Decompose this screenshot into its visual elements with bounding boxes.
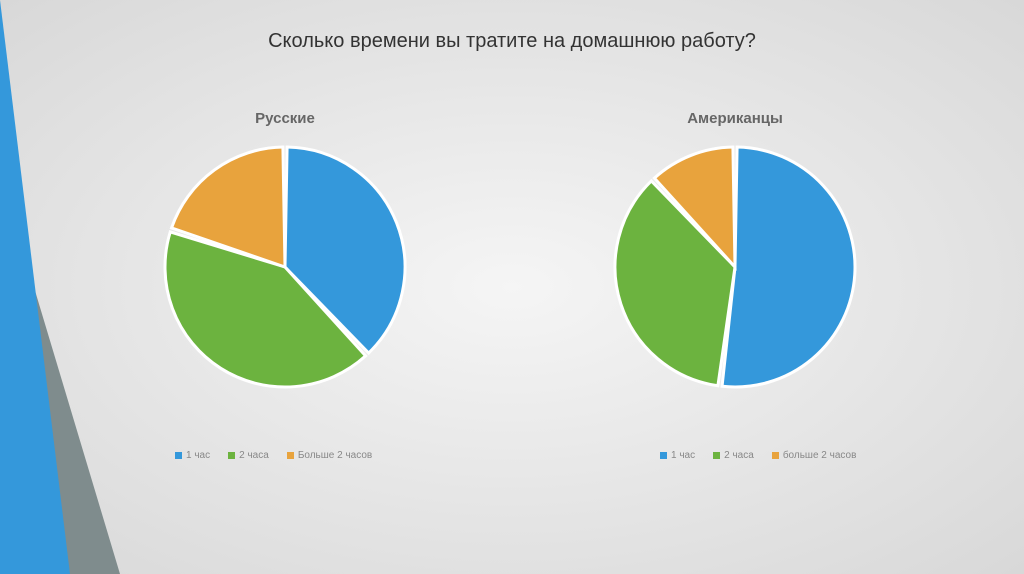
legend-marker	[175, 452, 182, 459]
legend-label: Больше 2 часов	[298, 450, 372, 461]
legend-label: больше 2 часов	[783, 450, 857, 461]
legend-item: больше 2 часов	[772, 450, 857, 461]
legend-label: 2 часа	[239, 450, 269, 461]
legend-american: 1 час 2 часа больше 2 часов	[660, 450, 856, 461]
legend-label: 1 час	[671, 450, 695, 461]
legend-item: 2 часа	[228, 450, 269, 461]
legend-marker	[228, 452, 235, 459]
pie-slice	[722, 147, 855, 387]
page-title: Сколько времени вы тратите на домашнюю р…	[268, 30, 756, 53]
decorative-triangle-blue	[0, 0, 70, 574]
chart-russian-title: Русские	[255, 110, 315, 127]
pie-russian	[160, 142, 410, 392]
legend-marker	[772, 452, 779, 459]
legend-item: 1 час	[175, 450, 210, 461]
legend-item: 1 час	[660, 450, 695, 461]
chart-american: Американцы	[610, 110, 860, 392]
legend-russian: 1 час 2 часа Больше 2 часов	[175, 450, 372, 461]
legend-marker	[660, 452, 667, 459]
legend-item: Больше 2 часов	[287, 450, 372, 461]
legend-item: 2 часа	[713, 450, 754, 461]
chart-russian: Русские	[160, 110, 410, 392]
pie-american	[610, 142, 860, 392]
chart-american-title: Американцы	[687, 110, 783, 127]
legend-label: 1 час	[186, 450, 210, 461]
legend-marker	[287, 452, 294, 459]
legend-marker	[713, 452, 720, 459]
legend-label: 2 часа	[724, 450, 754, 461]
